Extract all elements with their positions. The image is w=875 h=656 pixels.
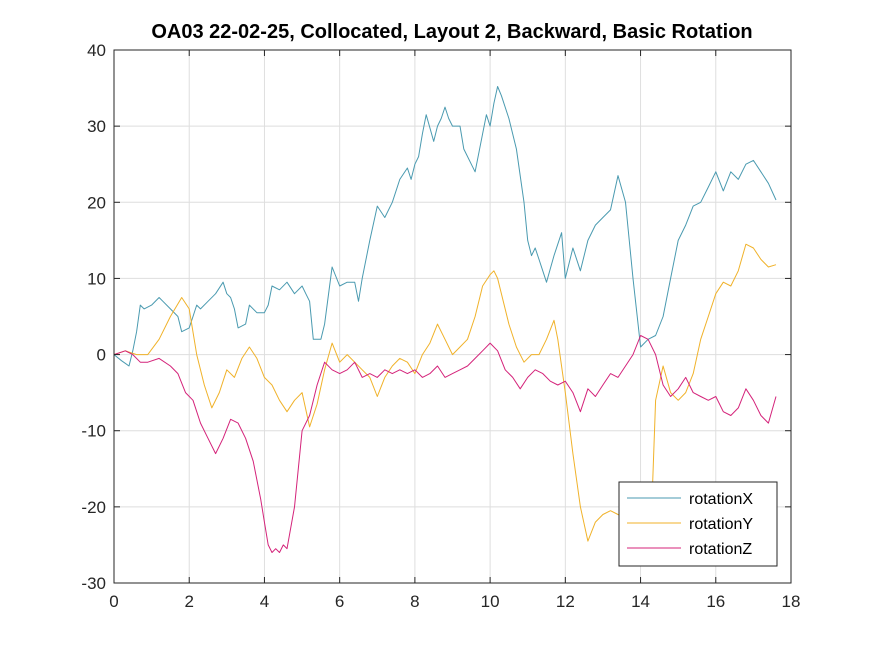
legend-label-rotationX: rotationX (689, 491, 753, 508)
x-tick-label: 4 (260, 592, 269, 611)
y-tick-label: -10 (81, 422, 106, 441)
y-tick-label: 20 (87, 193, 106, 212)
x-tick-label: 6 (335, 592, 344, 611)
x-tick-label: 18 (782, 592, 801, 611)
series-layer (113, 86, 777, 553)
legend-box (618, 481, 778, 567)
y-tick-label: 10 (87, 269, 106, 288)
ticks: 0 2 4 6 8 10 12 14 16 18 -30 -20 -10 0 10 20 30 40 (81, 41, 800, 611)
series-line-rotationY (113, 243, 777, 542)
chart-title: OA03 22-02-25, Collocated, Layout 2, Bac… (151, 21, 752, 43)
x-tick-label: 12 (556, 592, 575, 611)
series-line-rotationZ (113, 335, 777, 553)
y-tick-label: -30 (81, 574, 106, 593)
y-tick-label: 30 (87, 117, 106, 136)
y-tick-label: 0 (97, 346, 106, 365)
legend-label-rotationZ: rotationZ (689, 541, 752, 558)
plot-frame (113, 49, 792, 584)
series-line-rotationX (113, 86, 777, 367)
x-tick-label: 8 (410, 592, 419, 611)
x-tick-label: 0 (109, 592, 118, 611)
legend-label-rotationY: rotationY (689, 516, 753, 533)
x-tick-label: 10 (481, 592, 500, 611)
y-tick-label: 40 (87, 41, 106, 60)
x-tick-label: 14 (631, 592, 650, 611)
x-tick-label: 2 (184, 592, 193, 611)
x-tick-label: 16 (706, 592, 725, 611)
legend: rotationX rotationY rotationZ (618, 481, 778, 567)
y-tick-label: -20 (81, 498, 106, 517)
